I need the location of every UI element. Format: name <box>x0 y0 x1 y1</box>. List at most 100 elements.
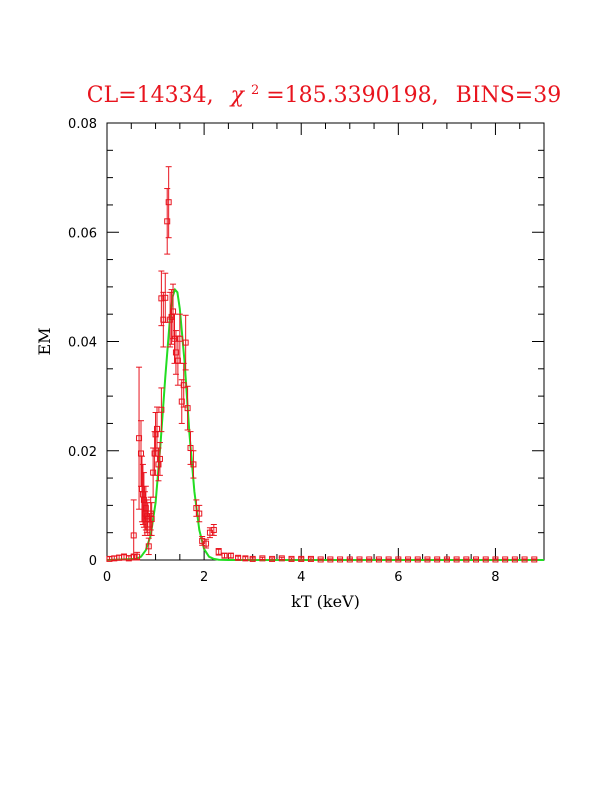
data-points <box>106 166 538 563</box>
point-marker <box>346 556 353 563</box>
y-tick-label: 0.04 <box>68 336 97 351</box>
point-marker <box>492 556 499 563</box>
data-point <box>395 556 402 563</box>
data-point <box>269 555 276 562</box>
data-point <box>242 555 249 562</box>
point-marker <box>180 382 187 389</box>
point-marker <box>414 556 421 563</box>
data-point <box>158 387 165 433</box>
point-marker <box>434 556 441 563</box>
title-chi-value: =185.3390198, <box>266 83 438 108</box>
point-marker <box>145 543 152 550</box>
point-marker <box>424 556 431 563</box>
point-marker <box>531 556 538 563</box>
point-marker <box>521 556 528 563</box>
data-point <box>259 555 266 562</box>
data-point <box>221 552 228 559</box>
point-marker <box>356 556 363 563</box>
data-point <box>424 556 431 563</box>
y-tick-label: 0 <box>89 554 97 569</box>
x-tick-label: 4 <box>297 570 305 585</box>
data-point <box>148 502 155 536</box>
title-chi: χ <box>229 83 246 108</box>
data-point <box>184 385 191 431</box>
data-point <box>346 556 353 563</box>
point-marker <box>375 556 382 563</box>
point-marker <box>190 461 197 468</box>
data-point <box>134 551 141 561</box>
data-point <box>190 450 197 479</box>
x-tick-label: 2 <box>200 570 208 585</box>
point-marker <box>278 555 285 562</box>
data-point <box>521 556 528 563</box>
y-tick-label: 0.08 <box>68 117 97 132</box>
data-point <box>511 556 518 563</box>
data-point <box>531 556 538 563</box>
point-marker <box>235 554 242 561</box>
point-marker <box>215 548 222 555</box>
data-point <box>288 555 295 562</box>
data-point <box>210 523 217 536</box>
point-marker <box>158 295 165 302</box>
data-point <box>327 556 334 563</box>
point-marker <box>182 339 189 346</box>
point-marker <box>156 455 163 462</box>
title-cl: CL=14334, <box>87 83 214 108</box>
x-tick-label: 8 <box>491 570 499 585</box>
point-marker <box>463 556 470 563</box>
data-point <box>502 556 509 563</box>
point-marker <box>288 555 295 562</box>
data-point <box>337 556 344 563</box>
title-bins: BINS=39 <box>456 83 562 108</box>
point-marker <box>203 540 210 547</box>
point-marker <box>158 406 165 413</box>
data-point <box>492 556 499 563</box>
point-marker <box>502 556 509 563</box>
data-point <box>203 538 210 549</box>
point-marker <box>511 556 518 563</box>
point-marker <box>142 505 149 512</box>
point-marker <box>307 555 314 562</box>
data-point <box>176 313 183 364</box>
point-marker <box>172 349 179 356</box>
data-point <box>307 555 314 562</box>
point-marker <box>259 555 266 562</box>
point-marker <box>134 553 141 560</box>
point-marker <box>327 556 334 563</box>
data-point <box>298 555 305 562</box>
data-point <box>356 556 363 563</box>
data-point <box>164 188 171 255</box>
data-point <box>375 556 382 563</box>
x-tick-label: 6 <box>394 570 402 585</box>
point-marker <box>165 199 172 206</box>
point-marker <box>196 510 203 517</box>
data-point <box>154 406 161 452</box>
data-point <box>130 499 137 561</box>
point-marker <box>249 555 256 562</box>
data-point <box>182 314 189 371</box>
data-point <box>136 366 143 510</box>
data-point <box>235 554 242 561</box>
point-marker <box>317 556 324 563</box>
point-marker <box>148 516 155 523</box>
data-point <box>463 556 470 563</box>
data-point <box>199 536 206 546</box>
point-marker <box>269 555 276 562</box>
data-point <box>278 555 285 562</box>
data-point <box>317 556 324 563</box>
data-point <box>227 552 234 559</box>
x-axis-label: kT (keV) <box>291 592 360 611</box>
data-point <box>473 556 480 563</box>
data-point <box>414 556 421 563</box>
data-point <box>196 504 203 523</box>
point-marker <box>227 552 234 559</box>
data-point <box>145 537 152 556</box>
data-point <box>453 556 460 563</box>
title-chi-exponent: 2 <box>251 83 259 98</box>
point-marker <box>395 556 402 563</box>
data-point <box>434 556 441 563</box>
point-marker <box>366 556 373 563</box>
tick-labels: 0 2 4 6 8 0 0.02 0.04 0.06 0.08 <box>68 117 500 585</box>
data-point <box>215 548 222 556</box>
